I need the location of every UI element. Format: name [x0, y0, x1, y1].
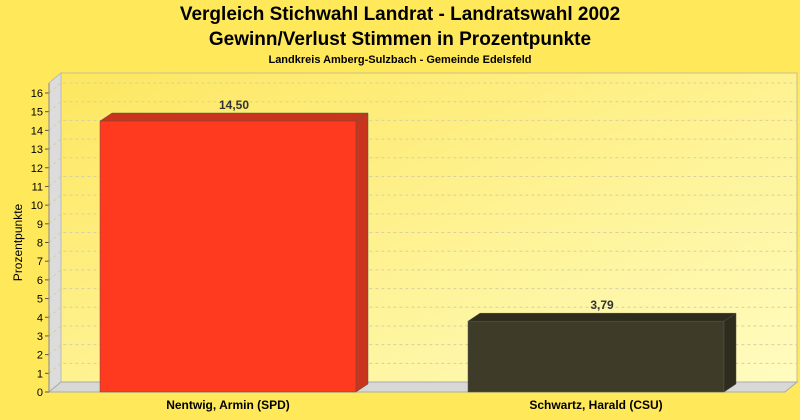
y-tick-label: 4 [37, 312, 43, 324]
y-tick-label: 11 [32, 181, 43, 193]
y-tick-label: 2 [37, 350, 43, 362]
y-tick-label: 16 [31, 88, 43, 100]
y-tick-label: 10 [31, 200, 43, 212]
data-label: 3,79 [590, 298, 614, 312]
gridline [48, 269, 797, 281]
y-tick-label: 15 [31, 107, 43, 119]
y-tick-label: 0 [37, 387, 43, 399]
gridline [48, 138, 797, 150]
y-axis-label: Prozentpunkte [11, 203, 25, 281]
y-tick-label: 12 [31, 163, 43, 175]
chart-title: Vergleich Stichwahl Landrat - Landratswa… [179, 4, 621, 25]
y-tick-label: 5 [37, 294, 43, 306]
gridline [48, 250, 797, 262]
bar-front [467, 320, 725, 393]
gridline [48, 82, 797, 94]
bar-side [355, 112, 369, 393]
gridline [48, 213, 797, 225]
x-tick-label: Schwartz, Harald (CSU) [529, 398, 662, 412]
chart-subtitle: Gewinn/Verlust Stimmen in Prozentpunkte [208, 29, 592, 50]
gridline [48, 101, 797, 113]
gridline [48, 232, 797, 243]
gridline [48, 288, 797, 299]
gridline [48, 119, 797, 131]
y-tick-label: 8 [37, 238, 43, 250]
y-tick-label: 3 [37, 331, 43, 343]
y-tick-label: 6 [37, 275, 43, 287]
y-tick-label: 13 [31, 144, 43, 156]
bar-front [99, 120, 357, 393]
bar-side [723, 312, 737, 393]
data-label: 14,50 [219, 98, 249, 112]
chart-subsubtitle: Landkreis Amberg-Sulzbach - Gemeinde Ede… [268, 54, 532, 66]
bar-top [467, 312, 737, 322]
y-tick-label: 7 [37, 256, 43, 268]
gridline [48, 175, 797, 187]
gridline [48, 194, 797, 206]
gridline [48, 157, 797, 169]
y-tick-label: 1 [37, 368, 43, 380]
y-tick-label: 9 [37, 219, 43, 231]
x-tick-label: Nentwig, Armin (SPD) [166, 398, 290, 412]
bar-top [99, 112, 369, 122]
left-wall [48, 71, 62, 394]
gridline [48, 306, 797, 318]
y-tick-label: 14 [31, 125, 43, 137]
